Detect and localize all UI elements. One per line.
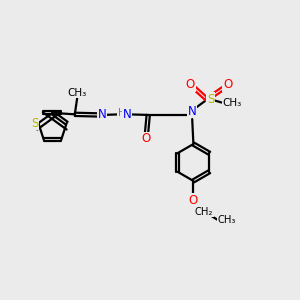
Text: CH₂: CH₂: [195, 207, 213, 217]
Text: CH₃: CH₃: [217, 215, 236, 225]
Text: H: H: [118, 108, 126, 118]
Text: O: O: [186, 78, 195, 91]
Text: CH₃: CH₃: [222, 98, 242, 108]
Text: CH₃: CH₃: [68, 88, 87, 98]
Text: S: S: [207, 93, 214, 106]
Text: S: S: [31, 117, 38, 130]
Text: O: O: [189, 194, 198, 207]
Text: N: N: [122, 108, 131, 121]
Text: N: N: [98, 108, 106, 121]
Text: O: O: [223, 78, 232, 91]
Text: N: N: [188, 105, 197, 118]
Text: O: O: [142, 132, 151, 145]
